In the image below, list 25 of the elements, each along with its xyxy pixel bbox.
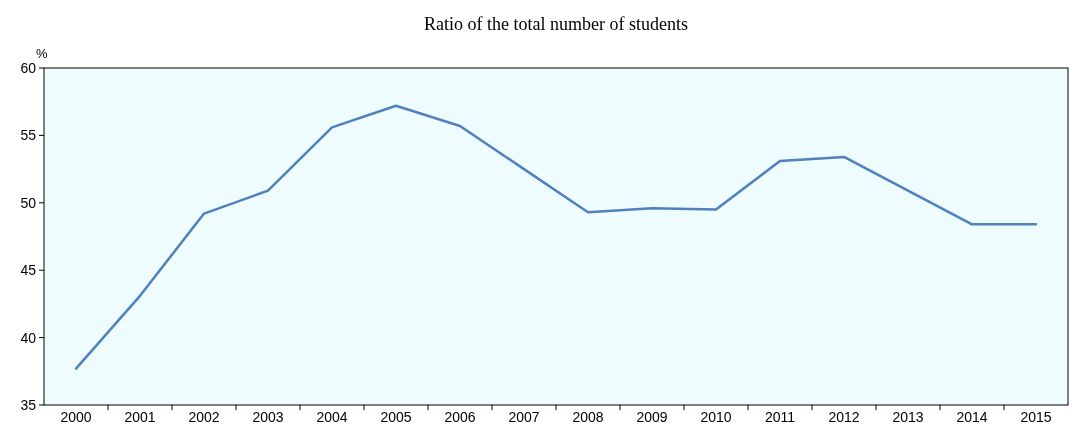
x-tick-label: 2015 (1020, 409, 1052, 425)
chart-title: Ratio of the total number of students (424, 14, 688, 34)
x-tick-label: 2000 (60, 409, 92, 425)
y-axis-title: % (36, 46, 48, 61)
x-tick-label: 2006 (444, 409, 476, 425)
x-tick-label: 2008 (572, 409, 604, 425)
y-tick-label: 60 (20, 59, 37, 76)
x-tick-label: 2010 (700, 409, 732, 425)
y-tick-label: 40 (20, 329, 37, 346)
x-tick-label: 2013 (892, 409, 924, 425)
x-tick-label: 2011 (764, 409, 796, 425)
line-series (74, 104, 1038, 370)
y-tick-label: 50 (20, 194, 37, 211)
y-tick-label: 35 (20, 396, 37, 413)
x-tick-label: 2009 (636, 409, 668, 425)
x-tick-label: 2004 (316, 409, 348, 425)
x-tick-label: 2001 (124, 409, 156, 425)
x-tick-label: 2012 (828, 409, 860, 425)
x-tick-label: 2007 (508, 409, 540, 425)
x-tick-label: 2002 (188, 409, 220, 425)
y-tick-label: 55 (20, 127, 37, 144)
x-tick-label: 2005 (380, 409, 412, 425)
y-tick-label: 45 (20, 262, 37, 279)
x-tick-label: 2003 (252, 409, 284, 425)
x-tick-label: 2014 (956, 409, 988, 425)
